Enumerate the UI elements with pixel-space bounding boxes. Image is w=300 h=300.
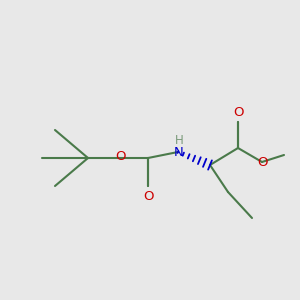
Text: O: O (233, 106, 243, 118)
Text: O: O (258, 157, 268, 169)
Text: N: N (174, 146, 184, 160)
Text: O: O (115, 151, 125, 164)
Text: H: H (175, 134, 183, 148)
Text: O: O (144, 190, 154, 202)
